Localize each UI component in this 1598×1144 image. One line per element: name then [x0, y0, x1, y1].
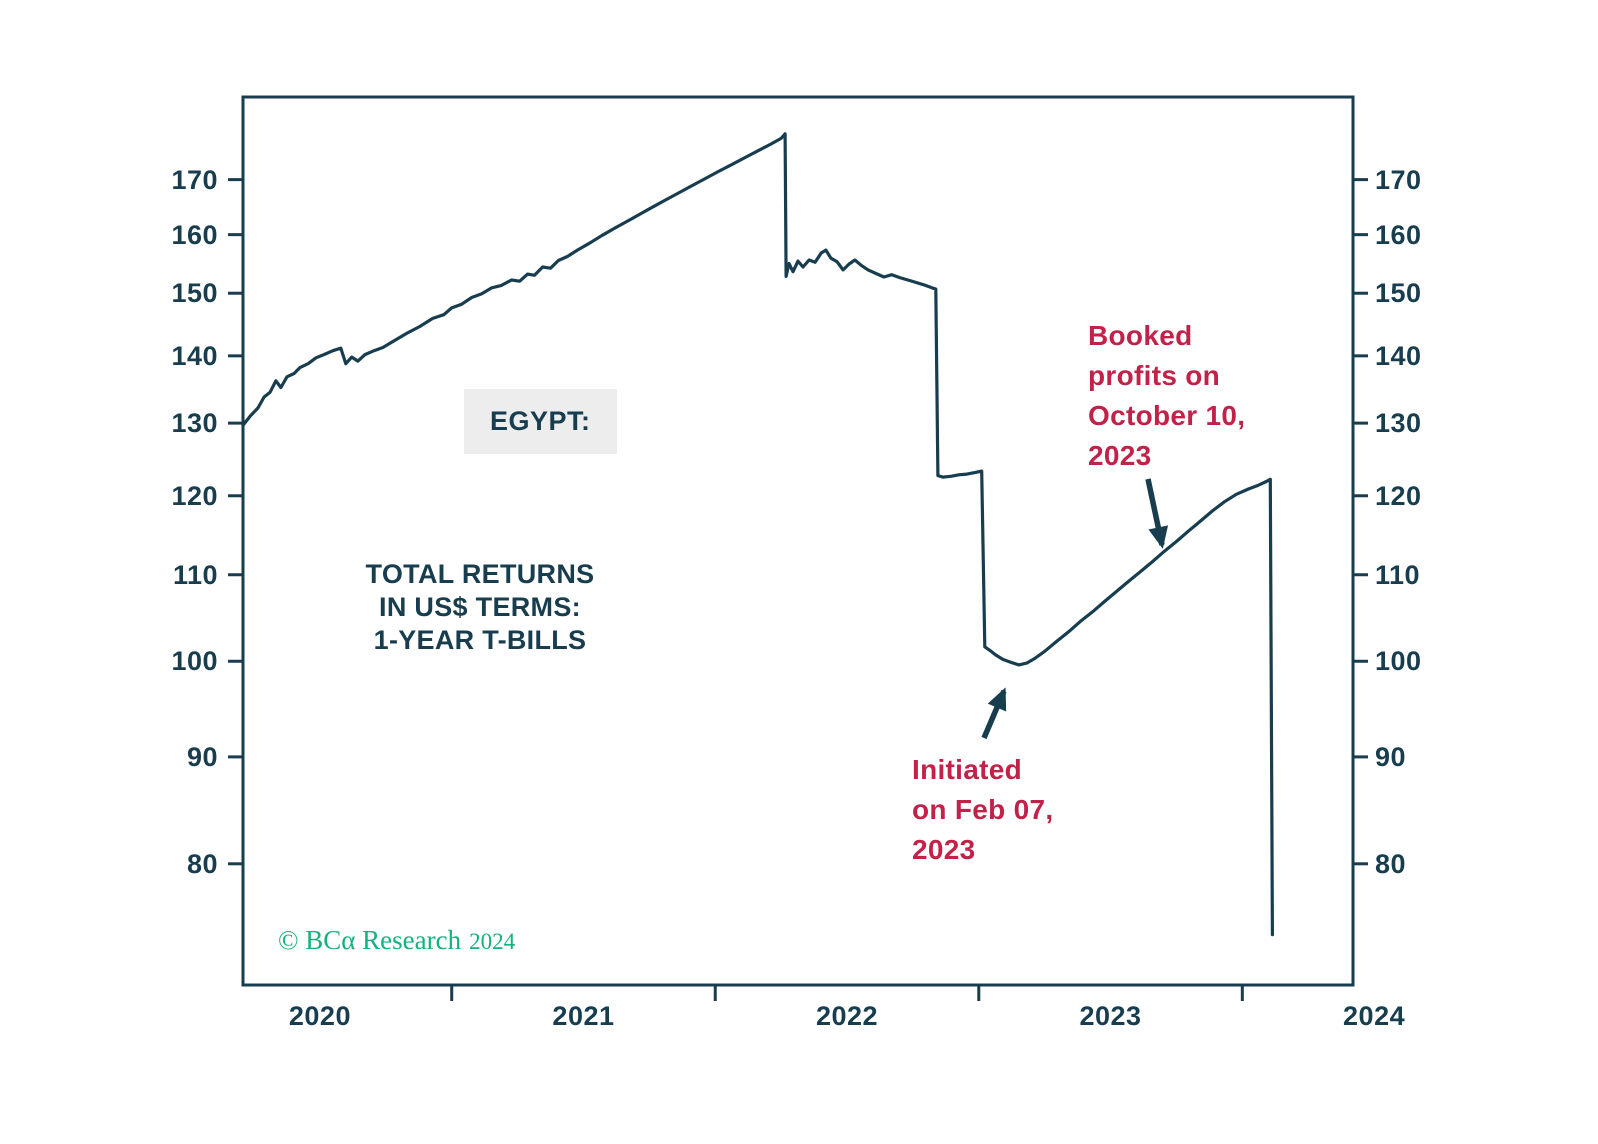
series-country-label: EGYPT:	[464, 389, 617, 454]
y-axis-tick-label-left: 120	[171, 480, 218, 511]
y-axis-tick-label-right: 110	[1375, 559, 1421, 590]
copyright-text: © BCα Research 2024	[278, 925, 515, 956]
y-axis-tick-label-left: 90	[186, 741, 218, 772]
y-axis-tick-label-right: 100	[1375, 646, 1422, 677]
y-axis-tick-label-left: 170	[171, 164, 218, 195]
annotation-booked-profits: Booked profits on October 10, 2023	[1088, 320, 1246, 471]
y-axis-tick-label-left: 140	[171, 340, 218, 371]
annotation-initiated: Initiated on Feb 07, 2023	[912, 754, 1054, 865]
total-return-line	[241, 132, 1274, 937]
y-axis-tick-label-left: 150	[171, 278, 218, 309]
y-axis-tick-label-right: 160	[1375, 219, 1422, 250]
y-axis-tick-label-right: 150	[1375, 278, 1422, 309]
copyright-year: 2024	[469, 929, 516, 954]
copyright-brand: © BCα Research	[278, 925, 462, 955]
x-axis-year-label: 2020	[288, 1001, 351, 1031]
y-axis-tick-label-left: 130	[171, 408, 218, 439]
x-axis-year-label: 2024	[1343, 1001, 1406, 1031]
y-axis-tick-label-right: 120	[1375, 480, 1422, 511]
x-axis-year-label: 2023	[1079, 1001, 1142, 1031]
y-axis-tick-label-right: 90	[1375, 741, 1407, 772]
y-axis-tick-label-right: 170	[1375, 164, 1422, 195]
y-axis-tick-label-right: 80	[1375, 848, 1407, 879]
y-axis-tick-label-right: 140	[1375, 340, 1422, 371]
y-axis-tick-label-left: 110	[172, 559, 218, 590]
x-axis-year-label: 2021	[552, 1001, 615, 1031]
y-axis-tick-label-right: 130	[1375, 408, 1422, 439]
plot-frame	[241, 95, 1355, 987]
y-axis-tick-label-left: 100	[171, 646, 218, 677]
booked-profits-arrow	[1145, 478, 1169, 549]
y-axis-tick-label-left: 160	[171, 219, 218, 250]
x-axis-year-label: 2022	[815, 1001, 879, 1031]
initiated-arrow	[981, 687, 1007, 740]
series-description-label: TOTAL RETURNS IN US$ TERMS: 1-YEAR T-BIL…	[365, 559, 595, 655]
y-axis-tick-label-left: 80	[186, 848, 218, 879]
